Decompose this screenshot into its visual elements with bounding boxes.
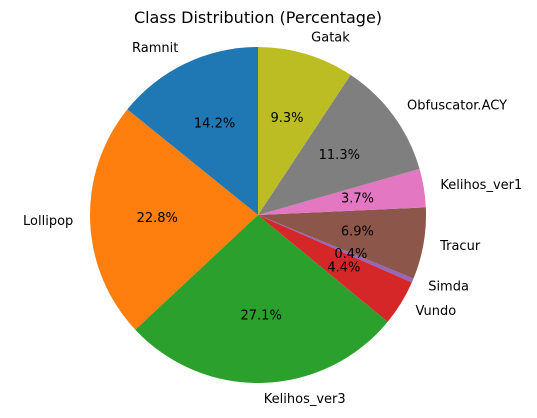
slice-label-kelihos-ver1: Kelihos_ver1	[440, 178, 522, 193]
pie-slice-lollipop	[90, 109, 258, 330]
pie-slice-simda	[258, 215, 414, 283]
slice-percent-ramnit: 14.2%	[194, 117, 235, 132]
slice-percent-lollipop: 22.8%	[137, 211, 178, 226]
pie-slice-gatak	[258, 47, 351, 215]
slice-percent-gatak: 9.3%	[270, 111, 303, 126]
slice-percent-obfuscator-acy: 11.3%	[319, 148, 360, 163]
slice-label-vundo: Vundo	[415, 304, 456, 319]
pie-slice-ramnit	[127, 47, 258, 215]
slice-label-gatak: Gatak	[311, 31, 350, 46]
slice-label-simda: Simda	[428, 279, 469, 294]
slice-percent-kelihos-ver3: 27.1%	[241, 308, 282, 323]
slice-percent-simda: 0.4%	[334, 247, 367, 262]
pie-slice-obfuscator-acy	[258, 74, 420, 216]
slice-label-kelihos-ver3: Kelihos_ver3	[264, 392, 346, 407]
slice-percent-labels: 14.2% 22.8% 27.1% 4.4%0.4% 6.9% 3.7% 11.3% 9.3%	[137, 111, 374, 323]
slice-percent-vundo: 4.4%	[327, 260, 360, 275]
pie-slice-kelihos-ver3	[135, 215, 388, 383]
pie-slice-tracur	[258, 207, 426, 279]
slice-label-ramnit: Ramnit	[132, 41, 178, 56]
slice-label-tracur: Tracur	[439, 239, 481, 254]
slice-labels: Ramnit Lollipop Kelihos_ver3 Vundo Simda Trac…	[23, 31, 522, 408]
pie-slices	[90, 47, 426, 383]
slice-label-obfuscator-acy: Obfuscator.ACY	[407, 98, 507, 113]
slice-percent-tracur: 6.9%	[341, 225, 374, 240]
pie-slice-vundo	[258, 215, 412, 322]
pie-slice-kelihos-ver1	[258, 168, 426, 215]
slice-label-lollipop: Lollipop	[23, 214, 73, 229]
chart-title: Class Distribution (Percentage)	[134, 8, 382, 27]
slice-percent-kelihos-ver1: 3.7%	[341, 191, 374, 206]
